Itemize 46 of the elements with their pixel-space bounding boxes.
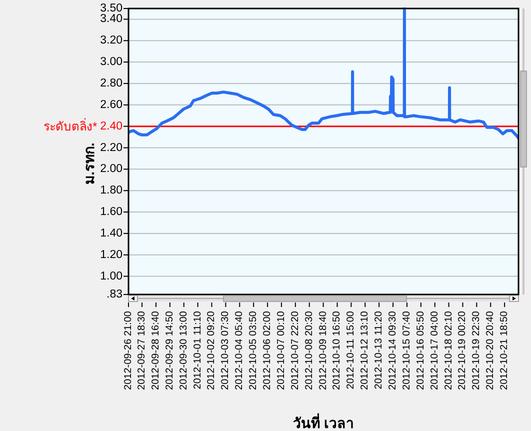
y-tick-label: 1.80 xyxy=(100,184,122,197)
x-tick-label: 2012-10-08 20:30 xyxy=(304,310,315,390)
x-tick-label: 2012-10-13 11:20 xyxy=(374,310,385,390)
x-tick-label: 2012-10-15 07:40 xyxy=(401,310,412,390)
y-tick-label: 1.40 xyxy=(100,227,122,240)
x-tick-label: 2012-10-07 22:20 xyxy=(290,310,301,390)
y-tick-label: 2.80 xyxy=(100,77,122,90)
y-tick-label: 3.20 xyxy=(100,34,122,47)
ref-line-label: ระดับตลิ่ง* xyxy=(43,117,98,134)
x-tick-label: 2012-10-10 16:50 xyxy=(332,310,343,390)
x-tick-label: 2012-10-12 13:10 xyxy=(360,310,371,390)
y-tick-label: 3.50 xyxy=(100,2,122,14)
x-tick-label: 2012-10-01 11:10 xyxy=(192,310,204,390)
y-tick-label: 1.00 xyxy=(100,270,122,282)
y-tick-label: .83 xyxy=(106,288,122,300)
x-tick-label: 2012-09-29 14:50 xyxy=(164,310,176,390)
x-tick-label: 2012-10-03 07:30 xyxy=(220,310,232,390)
x-tick-label: 2012-10-09 18:40 xyxy=(318,310,329,390)
x-tick-label: 2012-09-28 16:40 xyxy=(150,310,162,390)
x-tick-label: 2012-10-19 00:20 xyxy=(457,310,468,390)
y-tick-label: 2.40 xyxy=(100,120,122,132)
y-tick-label: 3.40 xyxy=(100,13,122,26)
x-tick-label: 2012-10-05 03:50 xyxy=(248,310,260,390)
x-tick-label: 2012-09-26 21:00 xyxy=(123,310,134,390)
y-axis-title: ม.รทก. xyxy=(81,142,98,184)
x-tick-label: 2012-10-16 05:50 xyxy=(415,310,426,390)
x-tick-label: 2012-10-19 22:30 xyxy=(471,310,482,390)
x-axis-title: วันที่ เวลา xyxy=(293,413,354,431)
x-tick-label: 2012-10-21 18:50 xyxy=(499,310,510,390)
x-tick-label: 2012-10-20 20:40 xyxy=(485,310,496,390)
x-tick-label: 2012-10-17 04:00 xyxy=(429,310,440,390)
x-tick-label: 2012-10-04 05:40 xyxy=(234,310,246,390)
x-tick-label: 2012-10-18 02:10 xyxy=(443,310,454,390)
y-tick-label: 1.60 xyxy=(100,206,122,218)
y-tick-label: 3.00 xyxy=(100,56,122,68)
y-tick-label: 2.60 xyxy=(100,98,122,111)
y-tick-label: 1.20 xyxy=(100,248,122,261)
y-tick-label: 2.20 xyxy=(100,142,122,154)
x-tick-label: 2012-10-06 02:00 xyxy=(262,310,274,390)
y-tick-label: 2.00 xyxy=(100,163,122,176)
x-tick-label: 2012-10-02 09:20 xyxy=(206,310,218,390)
x-tick-label: 2012-09-30 13:00 xyxy=(178,310,190,390)
x-tick-label: 2012-10-11 15:00 xyxy=(346,310,357,390)
x-tick-label: 2012-10-14 09:30 xyxy=(388,310,399,390)
x-tick-label: 2012-10-07 00:10 xyxy=(276,310,287,390)
x-tick-label: 2012-09-27 18:30 xyxy=(136,310,148,390)
